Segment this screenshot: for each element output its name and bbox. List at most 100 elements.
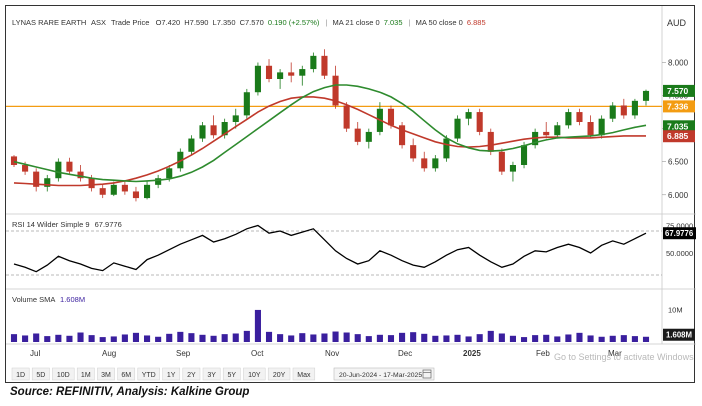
volume-bar — [188, 333, 195, 342]
candle-body — [587, 122, 594, 136]
price-tick-label: 8.000 — [668, 58, 689, 67]
volume-bar — [221, 334, 228, 342]
volume-bar — [554, 336, 561, 342]
volume-bar — [609, 335, 616, 342]
calendar-icon[interactable] — [422, 369, 432, 379]
volume-bar — [177, 331, 184, 342]
range-button-1y[interactable]: 1Y — [162, 367, 181, 381]
candle-body — [265, 65, 273, 79]
candle-body — [565, 112, 572, 126]
range-button-label: 6M — [121, 372, 131, 379]
volume-bar — [277, 334, 284, 342]
x-tick-label: Oct — [251, 349, 264, 358]
x-axis: Jul Aug Sep Oct Nov Dec 2025 Feb Mar — [30, 349, 622, 358]
chart-header: LYNAS RARE EARTH ASX Trade Price O7.420 … — [12, 18, 486, 27]
range-button-label: 1Y — [167, 372, 176, 379]
range-button-1m[interactable]: 1M — [76, 367, 95, 381]
chart-svg[interactable]: LYNAS RARE EARTH ASX Trade Price O7.420 … — [6, 6, 696, 384]
candle-body — [432, 158, 439, 169]
ma21-value: 7.035 — [384, 18, 403, 27]
range-button-1d[interactable]: 1D — [11, 367, 30, 381]
volume-bar — [365, 336, 372, 342]
change-value: 0.190 (+2.57%) — [268, 18, 320, 27]
range-button-bg — [11, 367, 30, 381]
range-button-max[interactable]: Max — [292, 367, 316, 381]
range-button-20y[interactable]: 20Y — [267, 367, 291, 381]
volume-bar — [509, 335, 516, 342]
candle-body — [321, 55, 328, 76]
candle-body — [33, 171, 40, 187]
high-value: H7.590 — [184, 18, 208, 27]
volume-bar — [110, 336, 117, 342]
candle-body — [520, 145, 528, 165]
open-value: O7.420 — [156, 18, 181, 27]
candle-body — [288, 72, 295, 76]
candle-body — [631, 100, 638, 116]
range-button-bg — [76, 367, 95, 381]
volume-bar — [432, 335, 439, 342]
candle-body — [543, 131, 550, 136]
low-value: L7.350 — [213, 18, 236, 27]
range-button-10y[interactable]: 10Y — [243, 367, 266, 381]
range-button-label: 3M — [101, 372, 111, 379]
range-button-bg — [31, 367, 50, 381]
range-button-ytd[interactable]: YTD — [137, 367, 160, 381]
volume-bar — [387, 335, 395, 342]
watermark-text: Go to Settings to activate Windows — [554, 352, 694, 362]
range-button-bg — [202, 367, 221, 381]
volume-bar — [598, 336, 605, 342]
candle-body — [144, 184, 151, 199]
range-button-bg — [292, 367, 316, 381]
date-range-text: 20-Jun-2024 - 17-Mar-2025 — [339, 372, 422, 379]
volume-tag-label: 1.608M — [666, 331, 692, 340]
candle-body — [498, 151, 505, 172]
range-button-6m[interactable]: 6M — [117, 367, 136, 381]
volume-tag-box — [663, 328, 695, 341]
volume-bar — [88, 335, 95, 342]
range-button-bg — [97, 367, 115, 381]
volume-bar — [410, 332, 417, 342]
x-tick-label: Nov — [325, 349, 339, 358]
range-button-2y[interactable]: 2Y — [182, 367, 201, 381]
candle-body — [121, 184, 128, 192]
candle-body — [155, 178, 162, 185]
volume-bar — [166, 333, 173, 342]
x-tick-label: 2025 — [463, 349, 481, 358]
range-button-5d[interactable]: 5D — [31, 367, 50, 381]
panel-borders — [6, 6, 696, 345]
range-button-bg — [117, 367, 136, 381]
candle-body — [166, 168, 173, 179]
currency-label: AUD — [667, 18, 687, 28]
price-tag-label: 7.035 — [667, 121, 689, 131]
rsi-tick-label: 50.0000 — [666, 249, 693, 258]
candle-body — [465, 112, 472, 119]
price-tag-box — [663, 120, 695, 133]
chart-frame: LYNAS RARE EARTH ASX Trade Price O7.420 … — [5, 5, 696, 384]
candle-body — [99, 188, 106, 195]
range-button-5y[interactable]: 5Y — [222, 367, 241, 381]
price-tag-box — [663, 84, 695, 97]
volume-bar — [55, 334, 62, 342]
candle-body — [343, 105, 350, 129]
candle-body — [609, 105, 616, 119]
candle-body — [132, 191, 140, 199]
range-button-label: 3Y — [207, 372, 216, 379]
range-button-label: 20Y — [273, 372, 286, 379]
date-range-box[interactable]: 20-Jun-2024 - 17-Mar-2025 — [333, 367, 435, 381]
range-button-3y[interactable]: 3Y — [202, 367, 221, 381]
range-button-3m[interactable]: 3M — [97, 367, 115, 381]
volume-bar — [332, 331, 339, 342]
range-button-label: 2Y — [187, 372, 196, 379]
volume-bar — [66, 335, 73, 342]
candle-body — [554, 125, 561, 136]
volume-bar — [10, 334, 18, 342]
price-tag-box — [663, 100, 695, 113]
candle-body — [177, 151, 184, 169]
price-tick-label: 6.000 — [668, 191, 689, 200]
range-button-10d[interactable]: 10D — [52, 367, 75, 381]
ma21-line — [13, 84, 647, 183]
volume-bar — [576, 332, 583, 342]
range-button-bg — [222, 367, 241, 381]
rsi-tag: 67.9776 — [663, 227, 696, 240]
volume-bar — [243, 330, 250, 342]
